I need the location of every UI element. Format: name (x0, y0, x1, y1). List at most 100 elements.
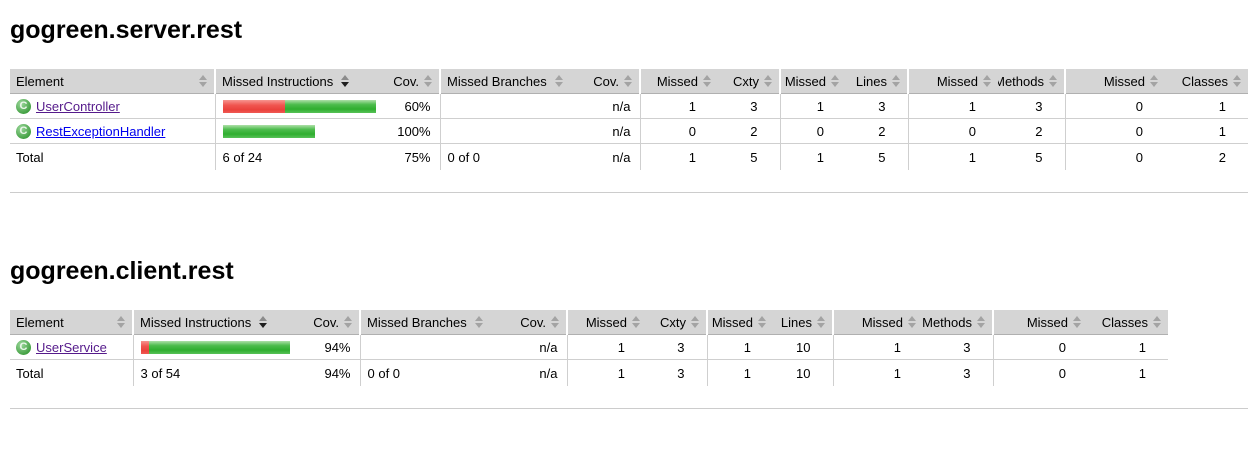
column-header-cxty[interactable]: Cxty (718, 69, 780, 94)
column-header-label: Missed (1026, 314, 1068, 330)
column-header-element[interactable]: Element (10, 310, 133, 336)
column-header-label: Lines (780, 314, 812, 330)
column-header-missed-methods[interactable]: Missed (832, 310, 923, 336)
sort-icon (831, 75, 840, 87)
sort-icon (199, 75, 208, 87)
missed-instructions-bar (214, 93, 385, 120)
column-header-classes[interactable]: Classes (1165, 69, 1248, 94)
report-page: gogreen.server.rest Element Missed Instr… (0, 16, 1258, 410)
column-header-cxty[interactable]: Cxty (647, 310, 707, 336)
classes-cell: 1 (1165, 93, 1248, 120)
page-title: gogreen.server.rest (10, 16, 243, 44)
column-header-missed-cxty[interactable]: Missed (566, 310, 647, 336)
column-header-missed-methods[interactable]: Missed (907, 69, 998, 94)
element-link[interactable]: RestExceptionHandler (36, 124, 166, 140)
sort-icon (1153, 316, 1162, 329)
missed-branches-cell (439, 93, 580, 120)
missed-branches-cell (359, 334, 505, 361)
missed-methods-cell: 1 (832, 334, 923, 361)
branch-coverage-cell: n/a (580, 93, 640, 120)
total-missed-lines: 1 (706, 359, 773, 387)
sort-icon (764, 75, 773, 87)
total-cxty: 3 (677, 365, 685, 381)
column-header-missed-instructions[interactable]: Missed Instructions (132, 310, 303, 336)
total-missed-branches: 0 of 0 (439, 143, 580, 171)
column-header-branch-coverage[interactable]: Cov. (580, 69, 640, 94)
column-header-methods[interactable]: Methods (998, 69, 1065, 94)
total-missed-classes: 0 (1064, 143, 1165, 171)
total-classes: 1 (1138, 365, 1146, 381)
column-header-missed-branches[interactable]: Missed Branches (439, 69, 580, 94)
total-missed-lines: 1 (779, 143, 846, 171)
element-link[interactable]: UserService (36, 340, 107, 356)
element-link[interactable]: UserController (36, 99, 120, 115)
column-header-label: Cxty (733, 73, 759, 89)
covered-bar-segment (284, 99, 376, 113)
column-header-missed-classes[interactable]: Missed (1064, 69, 1165, 94)
column-header-missed-lines[interactable]: Missed (779, 69, 846, 94)
column-header-classes[interactable]: Classes (1088, 310, 1168, 336)
missed-methods-cell: 1 (907, 93, 998, 120)
lines-cell: 10 (773, 334, 833, 361)
column-header-element[interactable]: Element (10, 69, 215, 94)
cxty-cell: 3 (718, 93, 780, 120)
column-header-instruction-coverage[interactable]: Cov. (385, 69, 440, 94)
total-missed-methods: 1 (907, 143, 998, 171)
total-classes: 2 (1218, 149, 1226, 165)
column-header-label: Element (16, 314, 64, 330)
column-header-missed-instructions[interactable]: Missed Instructions (214, 69, 385, 94)
missed-classes-cell: 0 (1064, 93, 1165, 120)
table-row: C UserController 60% n/a 1 3 1 3 1 3 0 1 (10, 93, 1248, 120)
sort-icon (892, 75, 901, 87)
column-header-label: Lines (855, 73, 887, 89)
column-header-label: Classes (1101, 314, 1148, 330)
column-header-missed-branches[interactable]: Missed Branches (359, 310, 505, 336)
sort-icon (344, 316, 353, 329)
total-missed-instructions: 3 of 54 (132, 359, 303, 387)
total-missed-classes: 0 (992, 359, 1088, 387)
total-missed-cxty: 1 (566, 359, 647, 387)
column-header-instruction-coverage[interactable]: Cov. (303, 310, 360, 336)
column-header-label: Missed Instructions (222, 73, 334, 89)
sort-icon (117, 316, 126, 329)
total-missed-branches: 0 of 0 (359, 359, 505, 387)
missed-lines-cell: 0 (779, 118, 846, 145)
missed-lines-cell: 1 (706, 334, 773, 361)
column-header-label: Methods (923, 314, 972, 330)
sort-icon (1150, 75, 1159, 87)
column-header-missed-classes[interactable]: Missed (992, 310, 1088, 336)
section-divider (10, 408, 1248, 410)
column-header-methods[interactable]: Methods (923, 310, 993, 336)
column-header-lines[interactable]: Lines (773, 310, 833, 336)
missed-lines-cell: 1 (779, 93, 846, 120)
missed-methods-cell: 0 (907, 118, 998, 145)
total-cxty: 5 (750, 149, 758, 165)
total-methods: 5 (1035, 149, 1043, 165)
sort-icon (551, 316, 560, 329)
column-header-branch-coverage[interactable]: Cov. (505, 310, 567, 336)
column-header-lines[interactable]: Lines (846, 69, 908, 94)
column-header-label: Missed (1103, 73, 1145, 89)
lines-cell: 3 (846, 93, 908, 120)
total-missed-cxty: 1 (639, 143, 718, 171)
column-header-label: Missed Branches (447, 73, 547, 89)
sort-desc-icon (341, 75, 350, 87)
column-header-missed-lines[interactable]: Missed (706, 310, 773, 336)
cxty-cell: 2 (718, 118, 780, 145)
column-header-label: Element (16, 73, 64, 89)
total-lines: 5 (878, 149, 886, 165)
coverage-table: Element Missed Instructions Cov. Missed … (10, 310, 1168, 387)
column-header-missed-cxty[interactable]: Missed (639, 69, 718, 94)
package-section-server-rest: gogreen.server.rest Element Missed Instr… (10, 16, 1248, 194)
missed-bar-segment (140, 340, 149, 354)
column-header-label: Methods (998, 73, 1044, 89)
class-icon: C (16, 340, 31, 356)
header-row: Element Missed Instructions Cov. Missed … (10, 69, 1248, 94)
total-row: Total 3 of 54 94% 0 of 0 n/a 1 3 1 10 1 … (10, 359, 1168, 387)
sort-icon (624, 75, 633, 87)
column-header-label: Cxty (660, 314, 686, 330)
instruction-coverage-cell: 60% (385, 93, 440, 120)
column-header-label: Missed (861, 314, 903, 330)
lines-cell: 2 (846, 118, 908, 145)
sort-icon (983, 75, 992, 87)
